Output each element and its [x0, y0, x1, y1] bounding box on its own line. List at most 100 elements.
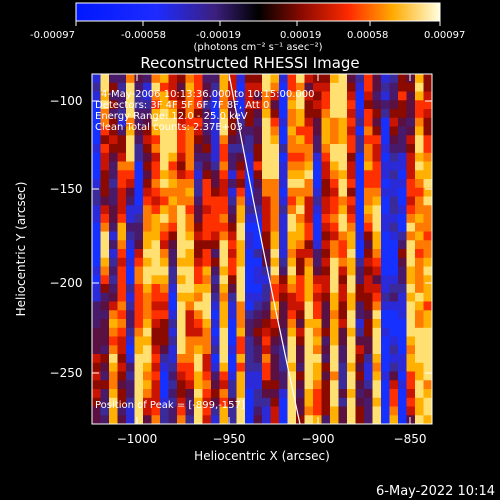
image-pixel [338, 152, 348, 162]
image-pixel [228, 345, 237, 355]
image-pixel [347, 74, 356, 84]
image-pixel [415, 135, 424, 145]
image-pixel [321, 109, 331, 119]
image-pixel [117, 397, 127, 407]
image-pixel [228, 310, 237, 320]
image-pixel [151, 354, 161, 364]
image-pixel [160, 126, 169, 136]
image-pixel [347, 354, 356, 364]
image-pixel [347, 222, 356, 232]
image-pixel [134, 284, 144, 294]
image-pixel [270, 327, 280, 337]
image-pixel [304, 214, 314, 224]
image-pixel [415, 74, 424, 84]
image-pixel [92, 301, 101, 311]
image-pixel [245, 397, 254, 407]
image-pixel [381, 371, 390, 381]
image-pixel [296, 380, 305, 390]
image-pixel [253, 249, 263, 259]
image-pixel [321, 354, 331, 364]
image-pixel [100, 327, 110, 337]
image-pixel [321, 415, 331, 424]
image-pixel [279, 74, 288, 84]
image-pixel [168, 415, 178, 424]
image-pixel [398, 266, 407, 276]
y-axis-label: Heliocentric Y (arcsec) [14, 182, 28, 317]
image-pixel [126, 397, 135, 407]
colorbar-tick-label: 0.00019 [280, 30, 321, 41]
image-pixel [287, 319, 297, 329]
image-pixel [304, 292, 314, 302]
image-pixel [228, 205, 237, 215]
image-pixel [364, 144, 373, 154]
image-pixel [253, 222, 263, 232]
image-pixel [245, 327, 254, 337]
image-pixel [406, 310, 416, 320]
image-pixel [296, 336, 305, 346]
image-pixel [202, 109, 212, 119]
image-pixel [398, 161, 407, 171]
image-pixel [219, 187, 229, 197]
image-pixel [415, 406, 424, 416]
image-pixel [406, 170, 416, 180]
image-pixel [143, 117, 152, 127]
image-pixel [389, 310, 399, 320]
image-pixel [321, 266, 331, 276]
image-pixel [381, 161, 390, 171]
image-pixel [321, 362, 331, 372]
image-pixel [279, 266, 288, 276]
image-pixel [236, 362, 246, 372]
image-pixel [126, 371, 135, 381]
image-pixel [398, 179, 407, 189]
image-pixel [228, 362, 237, 372]
image-pixel [313, 301, 322, 311]
image-pixel [423, 345, 432, 355]
image-pixel [100, 249, 110, 259]
image-pixel [321, 74, 331, 84]
image-pixel [151, 310, 161, 320]
image-pixel [168, 336, 178, 346]
image-pixel [423, 249, 432, 259]
image-pixel [355, 336, 365, 346]
image-pixel [211, 371, 220, 381]
image-pixel [423, 152, 432, 162]
image-pixel [364, 205, 373, 215]
image-pixel [143, 310, 152, 320]
image-pixel [330, 292, 339, 302]
image-pixel [168, 397, 178, 407]
image-pixel [228, 161, 237, 171]
image-pixel [296, 389, 305, 399]
colorbar-tick-label: 0.00058 [347, 30, 388, 41]
image-pixel [117, 74, 127, 84]
image-pixel [126, 126, 135, 136]
image-pixel [134, 231, 144, 241]
image-pixel [143, 275, 152, 285]
image-pixel [355, 292, 365, 302]
image-pixel [228, 266, 237, 276]
image-pixel [100, 240, 110, 250]
image-pixel [389, 406, 399, 416]
image-pixel [194, 380, 203, 390]
image-pixel [330, 362, 339, 372]
image-pixel [117, 240, 127, 250]
image-pixel [228, 117, 237, 127]
image-pixel [304, 170, 314, 180]
image-pixel [134, 397, 144, 407]
image-pixel [219, 301, 229, 311]
colorbar-tick-label: -0.00058 [121, 30, 166, 41]
image-pixel [160, 362, 169, 372]
image-pixel [389, 144, 399, 154]
image-pixel [245, 187, 254, 197]
image-pixel [228, 196, 237, 206]
image-pixel [381, 135, 390, 145]
image-pixel [245, 319, 254, 329]
image-pixel [236, 301, 246, 311]
image-pixel [364, 152, 373, 162]
image-pixel [287, 362, 297, 372]
image-pixel [381, 275, 390, 285]
image-pixel [211, 415, 220, 424]
image-pixel [304, 196, 314, 206]
image-pixel [177, 380, 186, 390]
image-pixel [253, 389, 263, 399]
image-pixel [194, 196, 203, 206]
